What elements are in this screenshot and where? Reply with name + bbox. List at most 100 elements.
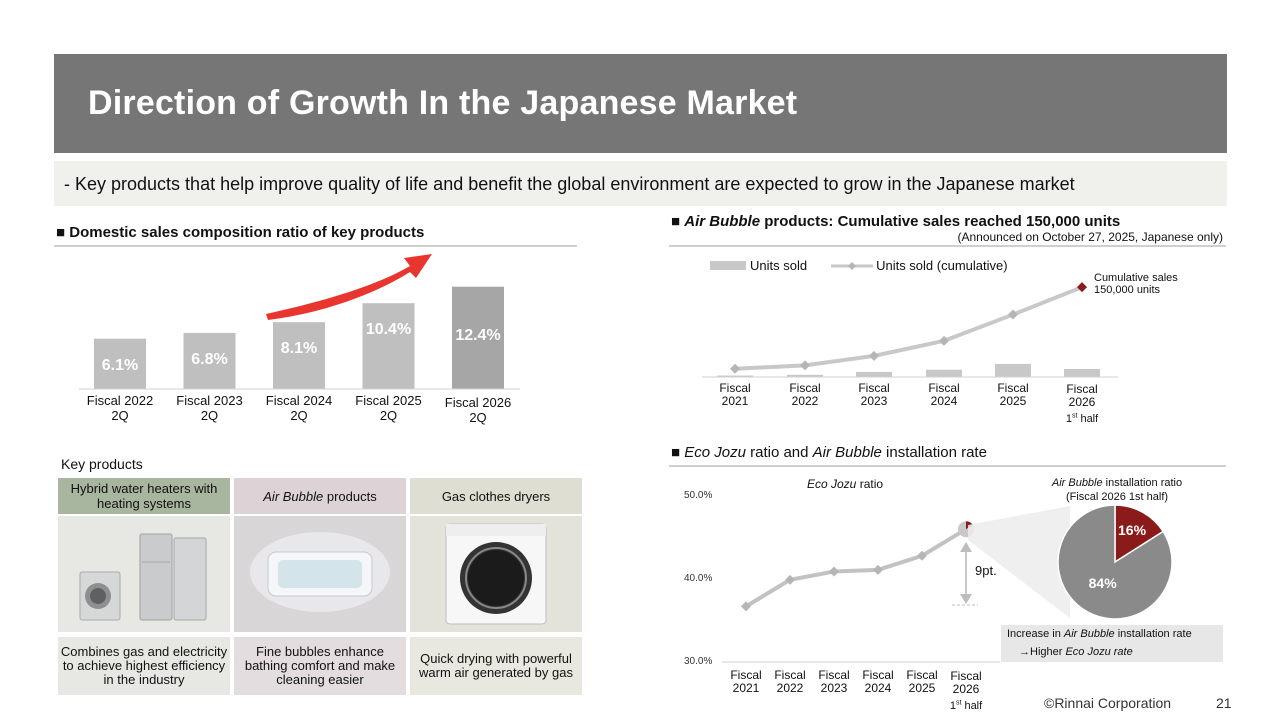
hybrid-water-heater-image	[58, 516, 230, 632]
units-sold-bar	[1064, 369, 1100, 377]
composition-heading: ■ Domestic sales composition ratio of ke…	[56, 224, 424, 241]
product-description: Fine bubbles enhance bathing comfort and…	[244, 644, 396, 687]
composition-heading-text: Domestic sales composition ratio of key …	[69, 224, 425, 241]
units-sold-bar	[926, 369, 962, 377]
product-description: Combines gas and electricity to achieve …	[60, 644, 228, 687]
cumulative-point	[1008, 309, 1018, 320]
air-bubble-legend: Units sold Units sold (cumulative)	[710, 258, 1008, 273]
growth-arrow-icon	[266, 254, 432, 320]
callout-italic: Air Bubble	[1063, 628, 1115, 640]
product-name: Air Bubble products	[263, 489, 376, 504]
air-bubble-bath-image	[234, 516, 406, 632]
composition-value-label: 6.8%	[191, 350, 228, 368]
eco-jozu-category-label: Fiscal 2024	[862, 668, 894, 695]
legend-bar-label: Units sold	[750, 258, 808, 273]
pie-slice-other	[1057, 504, 1173, 620]
eco-jozu-heading-italic1: Eco Jozu	[684, 444, 746, 461]
eco-jozu-point	[917, 550, 927, 561]
legend-line-label: Units sold (cumulative)	[876, 258, 1008, 273]
eco-jozu-category-label: Fiscal 2022	[774, 668, 806, 695]
air-bubble-category-label: Fiscal 2025	[997, 381, 1029, 408]
product-header-air-bubble: Air Bubble products	[234, 478, 406, 514]
eco-jozu-point	[873, 564, 883, 575]
cumulative-point	[939, 335, 949, 346]
eco-jozu-heading-mid: ratio and	[745, 444, 813, 461]
eco-jozu-ytick: 30.0%	[684, 656, 713, 667]
product-name: Hybrid water heaters with heating system…	[70, 481, 218, 511]
composition-bar	[362, 303, 415, 389]
pie-chart	[968, 504, 1173, 620]
callout-line2-prefix: →Higher	[1019, 646, 1066, 658]
product-header-dryer: Gas clothes dryers	[410, 478, 582, 514]
composition-bar-chart	[79, 254, 520, 390]
legend-line-swatch	[831, 261, 874, 270]
composition-category-label: Fiscal 2025 2Q	[355, 393, 422, 423]
units-sold-bar	[995, 363, 1031, 377]
cumulative-point	[1077, 282, 1087, 293]
units-sold-bar	[787, 374, 823, 377]
square-bullet-icon: ■	[671, 213, 681, 230]
callout-box: Increase in Air Bubble installation rate…	[1001, 625, 1223, 662]
eco-jozu-title-italic: Eco Jozu	[807, 477, 857, 491]
pie-title: Air Bubble installation ratio (Fiscal 20…	[1036, 476, 1198, 504]
composition-value-label: 6.1%	[101, 356, 139, 374]
composition-value-label: 10.4%	[365, 321, 412, 339]
composition-category-label: Fiscal 2026 2Q	[444, 395, 512, 425]
cumulative-annotation: Cumulative sales 150,000 units	[1094, 272, 1178, 296]
annotation-line1: Cumulative sales	[1094, 272, 1178, 284]
eco-jozu-point	[829, 566, 839, 577]
air-bubble-rule	[669, 245, 1226, 247]
eco-jozu-category-label: Fiscal 2021	[730, 668, 762, 695]
callout-prefix: Increase in	[1007, 628, 1064, 640]
composition-category-label: Fiscal 2022 2Q	[86, 393, 154, 423]
delta-arrow-up-icon	[960, 542, 972, 552]
air-bubble-heading: ■ Air Bubble products: Cumulative sales …	[671, 213, 1120, 230]
annotation-line2: 150,000 units	[1094, 284, 1161, 296]
pie-subtitle: (Fiscal 2026 1st half)	[1065, 491, 1169, 503]
product-desc-air-bubble: Fine bubbles enhance bathing comfort and…	[234, 637, 406, 695]
air-bubble-heading-text: products: Cumulative sales reached 150,0…	[760, 213, 1121, 230]
air-bubble-category-label: Fiscal 2026 1st half	[1065, 382, 1099, 425]
delta-arrow-down-icon	[960, 594, 972, 604]
eco-jozu-title-rest: ratio	[856, 477, 884, 491]
callout-line2-italic: Eco Jozu rate	[1065, 646, 1133, 658]
title-bar	[54, 54, 1227, 153]
cumulative-point	[730, 363, 740, 374]
eco-jozu-category-label: Fiscal 2026 1st half	[949, 669, 983, 712]
page-subtitle: - Key products that help improve quality…	[64, 174, 1075, 194]
cumulative-point	[869, 350, 879, 361]
units-sold-bar	[856, 371, 892, 377]
composition-bar	[273, 322, 325, 389]
air-bubble-category-label: Fiscal 2022	[789, 381, 821, 408]
eco-jozu-category-label: Fiscal 2023	[818, 668, 850, 695]
page-title: Direction of Growth In the Japanese Mark…	[88, 84, 798, 122]
product-name-suffix: products	[323, 488, 377, 504]
pie-title-italic: Air Bubble	[1051, 477, 1103, 489]
page-number: 21	[1216, 695, 1232, 711]
eco-jozu-ytick: 50.0%	[684, 490, 713, 501]
eco-jozu-point	[785, 574, 795, 585]
product-desc-hybrid: Combines gas and electricity to achieve …	[58, 637, 230, 695]
composition-bar	[183, 332, 236, 389]
composition-category-label: Fiscal 2023 2Q	[176, 393, 243, 423]
eco-jozu-point	[741, 601, 751, 612]
air-bubble-category-label: Fiscal 2024	[928, 381, 960, 408]
eco-jozu-rule	[669, 465, 1226, 467]
delta-label: 9pt.	[975, 563, 997, 578]
product-header-hybrid: Hybrid water heaters with heating system…	[58, 478, 230, 514]
product-desc-dryer: Quick drying with powerful warm air gene…	[410, 637, 582, 695]
announcement-note: (Announced on October 27, 2025, Japanese…	[957, 230, 1223, 244]
composition-bar	[452, 286, 504, 389]
pie-zoom-shading	[968, 506, 1070, 618]
composition-rule	[54, 245, 577, 247]
cumulative-line	[734, 285, 1083, 371]
pie-title-rest: installation ratio	[1102, 477, 1183, 489]
subtitle-bar	[54, 161, 1227, 206]
callout-suffix: installation rate	[1114, 628, 1192, 640]
pie-value-label: 84%	[1088, 575, 1117, 592]
eco-jozu-heading-italic2: Air Bubble	[812, 444, 882, 461]
product-name: Gas clothes dryers	[441, 488, 551, 504]
square-bullet-icon: ■	[56, 224, 66, 241]
composition-value-label: 12.4%	[455, 326, 501, 344]
key-products-title: Key products	[61, 456, 143, 472]
